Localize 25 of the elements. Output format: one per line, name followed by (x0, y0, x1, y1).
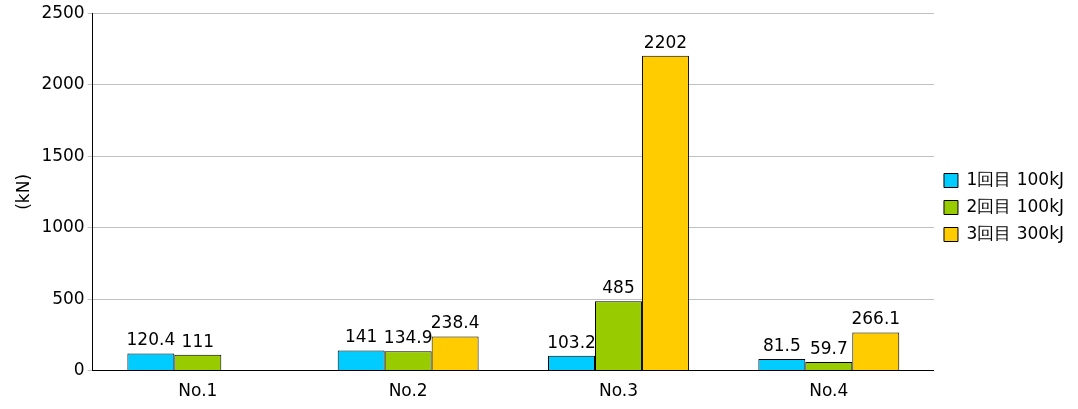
y-tick-label: 2500 (41, 1, 85, 22)
data-label: 266.1 (851, 308, 901, 329)
x-tick-label: No.2 (388, 380, 428, 401)
x-tick-label: No.4 (809, 380, 849, 401)
y-tick-label: 1500 (41, 144, 85, 165)
data-label: 120.4 (126, 329, 176, 350)
data-label: 485 (602, 277, 635, 298)
data-label: 111 (181, 330, 215, 351)
data-label: 81.5 (762, 334, 801, 355)
data-label: 2202 (643, 31, 688, 52)
data-label: 59.7 (809, 337, 848, 358)
data-label: 238.4 (430, 312, 480, 333)
y-axis-title: (kN) (12, 173, 33, 210)
x-tick-label: No.1 (178, 380, 218, 401)
y-tick-label: 2000 (41, 73, 85, 94)
y-tick-label: 500 (52, 287, 85, 308)
legend-label: 1回目 100kJ (966, 168, 1065, 189)
data-label: 134.9 (383, 327, 433, 348)
data-label: 103.2 (547, 331, 596, 352)
y-tick-label: 1000 (41, 216, 85, 237)
x-tick-label: No.3 (598, 380, 639, 401)
legend-label: 2回目 100kJ (966, 195, 1065, 216)
data-label: 141 (344, 326, 378, 347)
y-tick-label: 0 (73, 359, 85, 380)
legend-label: 3回目 300kJ (966, 222, 1065, 243)
